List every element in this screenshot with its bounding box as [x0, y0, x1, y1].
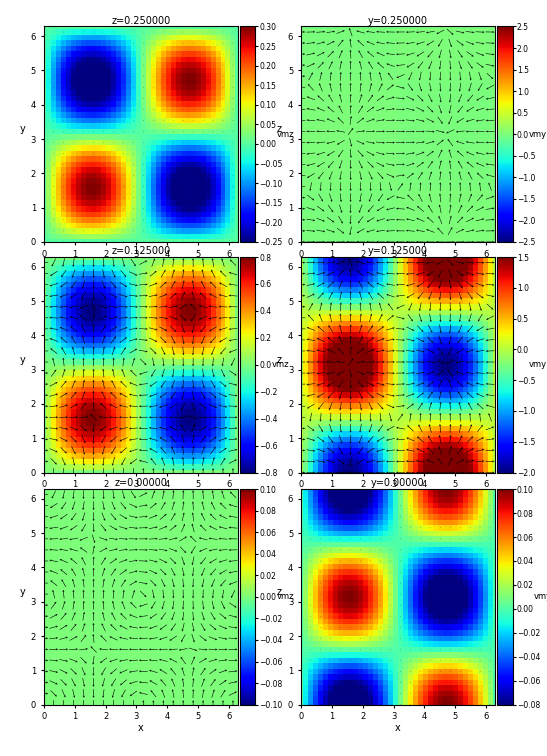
- Y-axis label: vmy: vmy: [529, 130, 547, 138]
- Y-axis label: z: z: [277, 124, 282, 135]
- Y-axis label: vmy: vmy: [529, 361, 547, 369]
- Title: z=0.250000: z=0.250000: [111, 16, 171, 26]
- Title: y=0.00000: y=0.00000: [371, 479, 425, 488]
- Y-axis label: z: z: [277, 355, 282, 365]
- X-axis label: x: x: [138, 491, 144, 500]
- X-axis label: x: x: [138, 723, 144, 733]
- Title: y=0.250000: y=0.250000: [368, 16, 428, 26]
- Title: z=0.125000: z=0.125000: [111, 246, 171, 256]
- X-axis label: x: x: [138, 260, 144, 270]
- Y-axis label: z: z: [277, 587, 282, 597]
- X-axis label: x: x: [395, 260, 401, 270]
- Y-axis label: vmz: vmz: [272, 361, 290, 369]
- Title: y=0.125000: y=0.125000: [368, 246, 428, 256]
- Y-axis label: vmy: vmy: [534, 593, 547, 601]
- Title: z=0.00000: z=0.00000: [114, 479, 167, 488]
- X-axis label: x: x: [395, 723, 401, 733]
- Y-axis label: vmz: vmz: [277, 130, 294, 138]
- X-axis label: x: x: [395, 491, 401, 500]
- Y-axis label: y: y: [20, 587, 25, 597]
- Y-axis label: y: y: [20, 124, 25, 135]
- Y-axis label: vmz: vmz: [277, 593, 294, 601]
- Y-axis label: y: y: [20, 355, 25, 365]
